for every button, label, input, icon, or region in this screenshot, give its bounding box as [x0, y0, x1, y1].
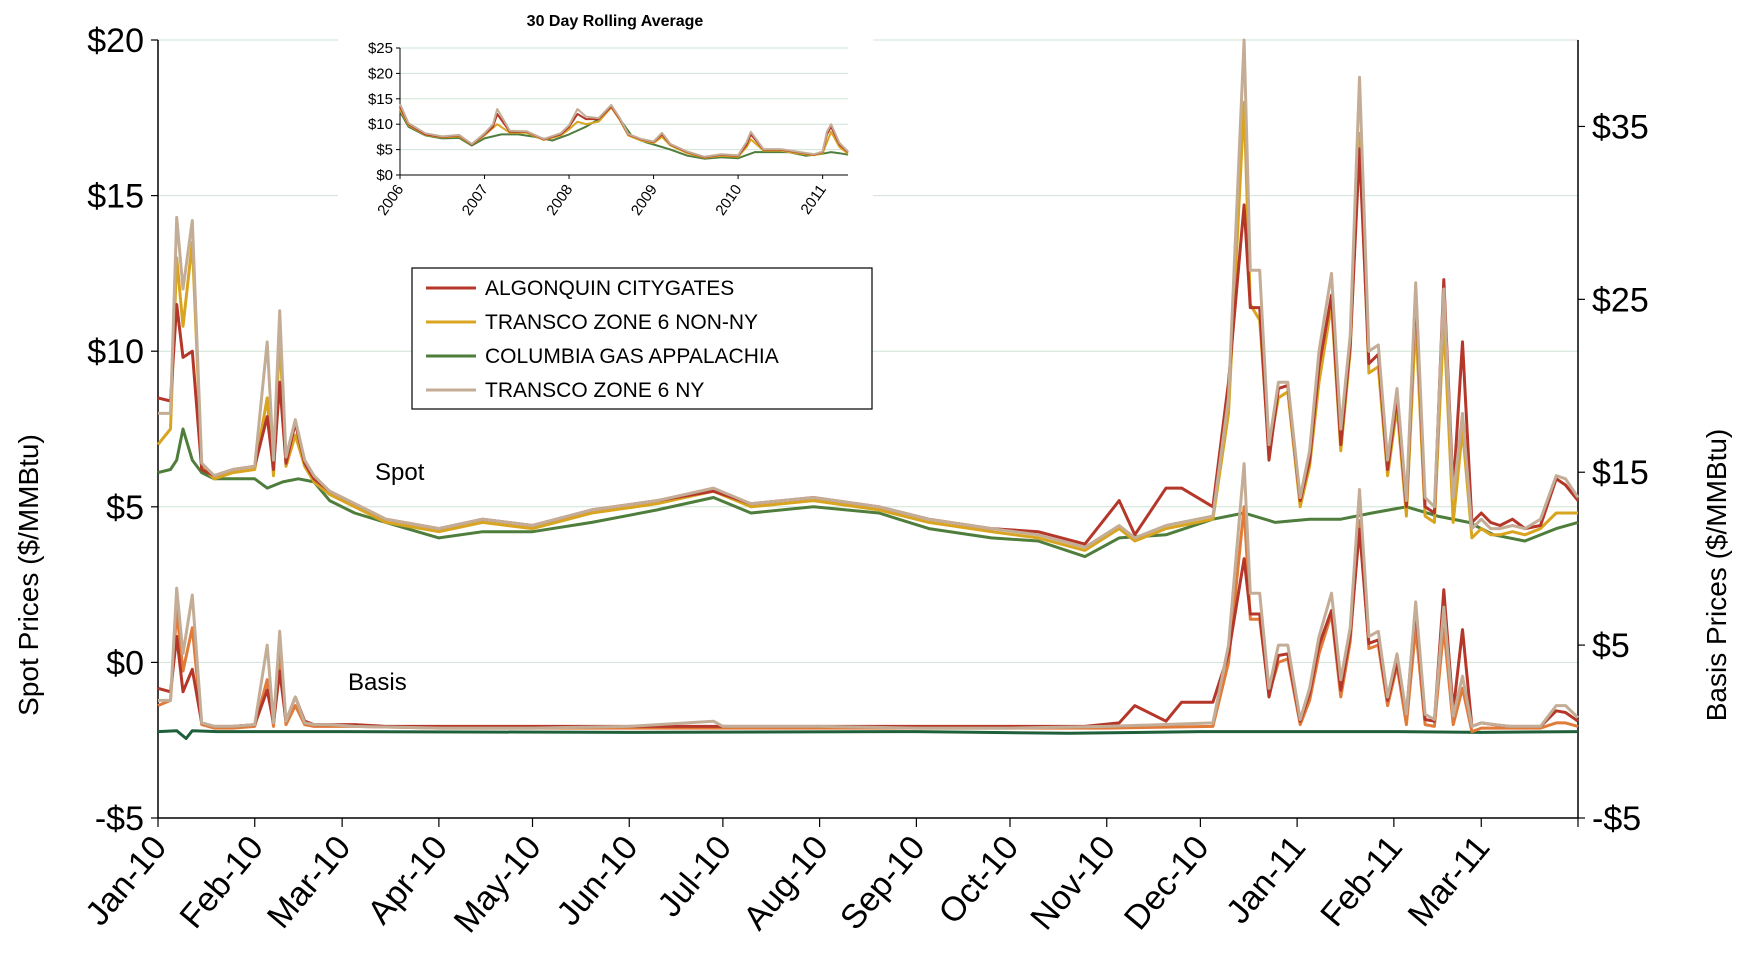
inset-y-tick-label: $15: [368, 91, 393, 108]
legend-item-transco-non-ny: TRANSCO ZONE 6 NON-NY: [426, 311, 758, 334]
inset-y-tick-label: $25: [368, 40, 393, 57]
series-line-basis-6: [157, 729, 1579, 740]
x-tick-label: May-10: [447, 829, 549, 940]
x-tick-label: Sep-10: [833, 829, 933, 937]
inset-y-tick-label: $20: [368, 65, 393, 82]
main-series-lines: [156, 38, 1580, 740]
series-line-spot-3: [158, 38, 1580, 549]
inset-y-tick-label: $5: [376, 142, 393, 159]
legend-box: [411, 267, 873, 410]
legend-item-transco-ny: TRANSCO ZONE 6 NY: [426, 379, 704, 402]
inset-background: [338, 20, 873, 225]
x-tick-label: Jan-11: [1219, 829, 1313, 931]
y2-tick-label: $35: [1592, 108, 1649, 146]
y2-axis-title: Basis Prices ($/MMBtu): [1701, 429, 1732, 722]
y2-tick-label: -$5: [1592, 800, 1641, 838]
series-line-basis-5: [157, 505, 1579, 734]
x-tick-label: Mar-10: [260, 829, 358, 936]
y-tick-label: $0: [106, 644, 144, 682]
y-tick-label: $15: [87, 178, 144, 216]
y2-tick-label: $5: [1592, 627, 1630, 665]
inset-series-line-3: [399, 103, 849, 158]
x-tick-label: Dec-10: [1117, 829, 1217, 937]
legend: ALGONQUIN CITYGATES TRANSCO ZONE 6 NON-N…: [411, 267, 873, 410]
series-line-spot-2: [157, 427, 1579, 559]
legend-label: ALGONQUIN CITYGATES: [485, 277, 734, 300]
legend-item-columbia: COLUMBIA GAS APPALACHIA: [426, 345, 779, 368]
legend-label: TRANSCO ZONE 6 NY: [485, 379, 704, 402]
legend-item-algonquin: ALGONQUIN CITYGATES: [426, 277, 734, 300]
x-tick-label: Feb-11: [1313, 829, 1410, 934]
series-line-basis-7: [158, 462, 1580, 730]
legend-label: TRANSCO ZONE 6 NON-NY: [485, 311, 758, 334]
x-tick-label: Nov-10: [1023, 829, 1123, 937]
inset-series-lines: [399, 103, 849, 160]
y-axis-title: Spot Prices ($/MMBtu): [13, 434, 44, 716]
y2-tick-label: $15: [1592, 454, 1649, 492]
y2-tick-label: $25: [1592, 281, 1649, 319]
x-tick-label: Aug-10: [736, 829, 836, 937]
y-tick-label: $20: [87, 22, 144, 60]
legend-label: COLUMBIA GAS APPALACHIA: [485, 345, 779, 368]
inset-chart: 30 Day Rolling Average $0$5$10$15$20$252…: [338, 13, 873, 225]
spot-annotation: Spot: [375, 459, 425, 486]
x-tick-label: Jan-10: [78, 829, 174, 933]
inset-y-tick-label: $10: [368, 116, 393, 133]
x-tick-label: Apr-10: [360, 829, 455, 932]
y-tick-label: -$5: [95, 800, 144, 838]
x-tick-label: Feb-10: [173, 829, 271, 936]
inset-y-tick-label: $0: [376, 167, 393, 184]
x-tick-label: Jul-10: [650, 829, 739, 924]
basis-annotation: Basis: [348, 669, 407, 696]
x-tick-label: Mar-11: [1401, 829, 1498, 934]
y-tick-label: $10: [87, 333, 144, 371]
y-tick-label: $5: [106, 489, 144, 527]
x-tick-label: Oct-10: [931, 829, 1026, 932]
inset-title: 30 Day Rolling Average: [527, 13, 704, 30]
x-tick-label: Jun-10: [549, 829, 645, 933]
